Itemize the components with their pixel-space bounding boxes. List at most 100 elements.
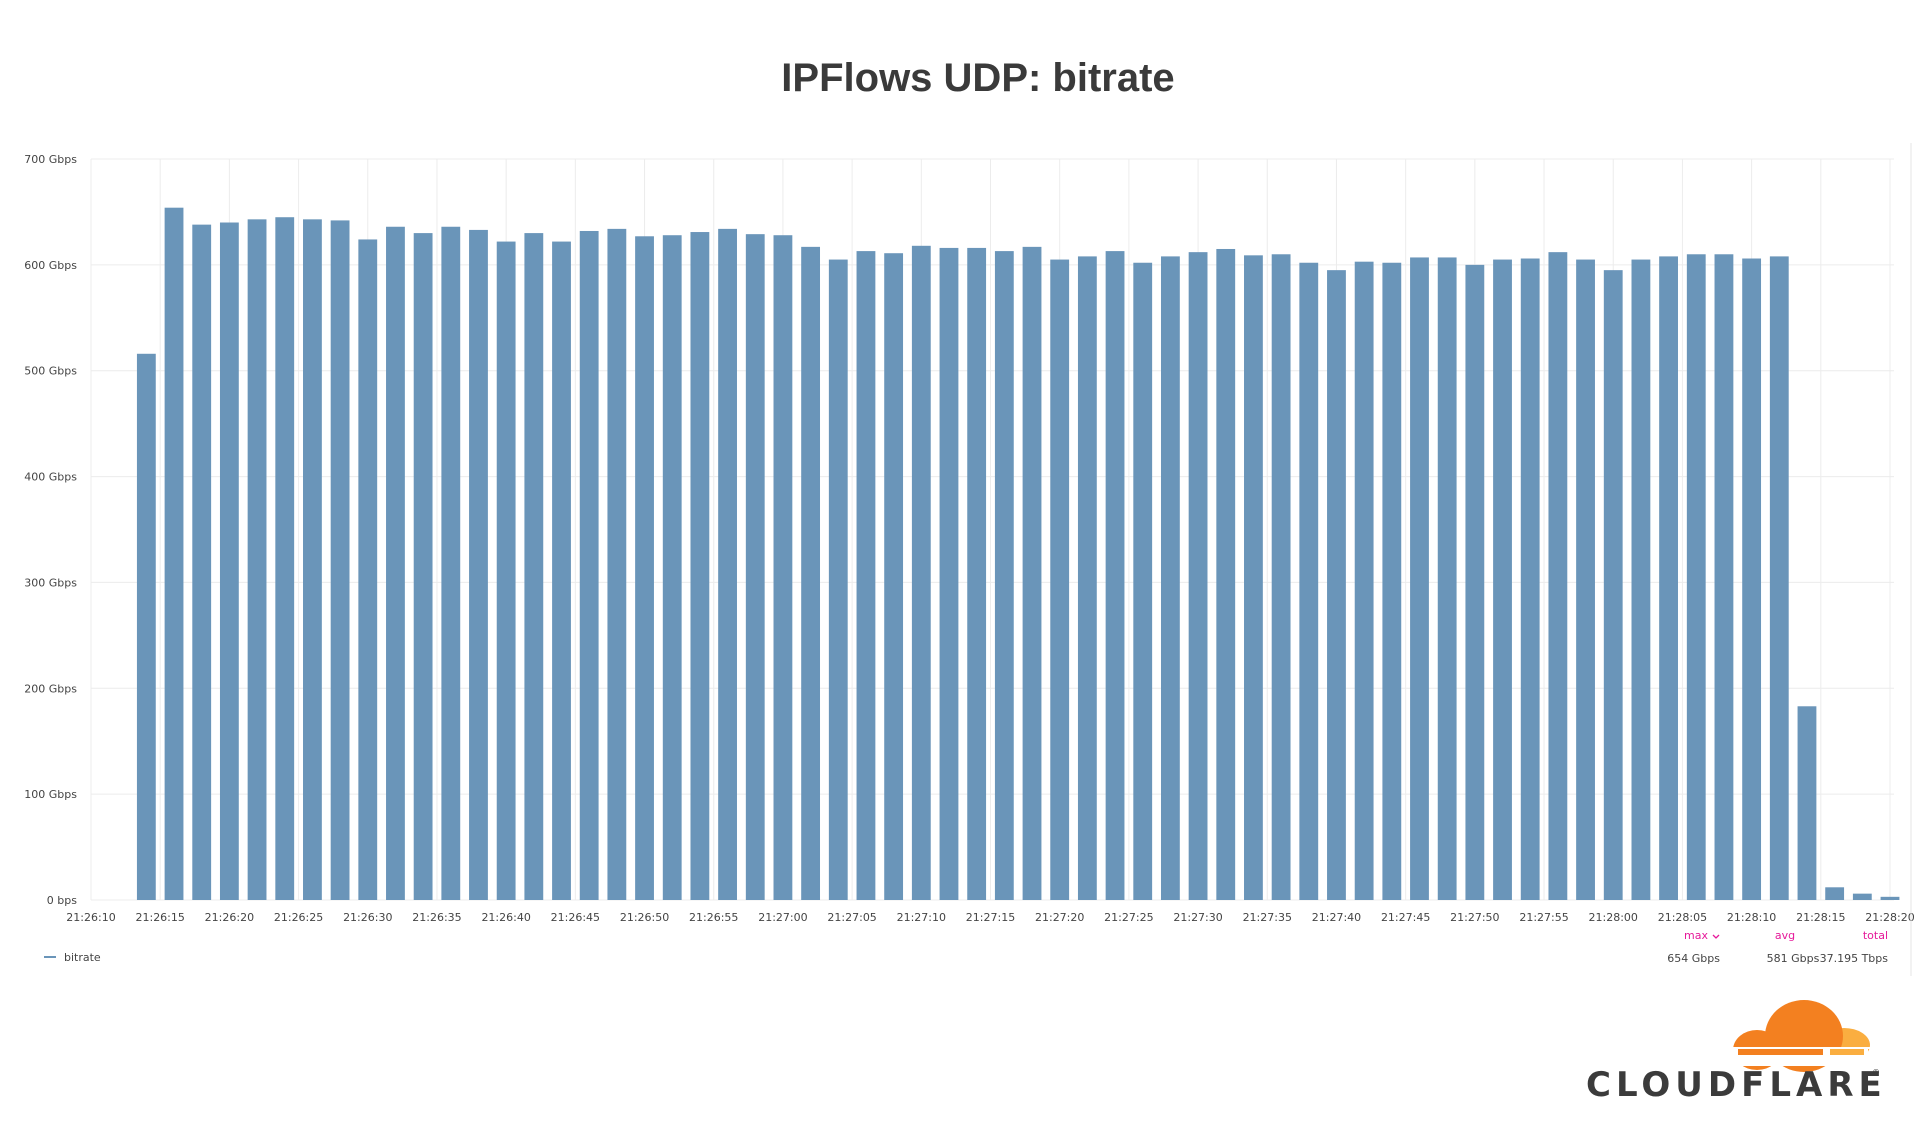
bar[interactable] [1576,259,1595,900]
bar[interactable] [856,251,876,901]
chart-title: IPFlows UDP: bitrate [781,56,1174,100]
x-tick-label: 21:27:10 [897,911,946,924]
x-tick-label: 21:27:25 [1104,911,1153,924]
bar[interactable] [1244,255,1263,900]
x-tick-label: 21:27:45 [1381,911,1430,924]
y-tick-label: 0 bps [47,894,77,907]
x-tick-label: 21:27:40 [1312,911,1361,924]
legend-label-bitrate: bitrate [64,951,101,964]
bar[interactable] [524,233,544,901]
x-tick-label: 21:28:20 [1865,911,1914,924]
bar-series-bitrate [136,207,1900,901]
stat-value-max: 654 Gbps [1667,952,1720,965]
x-tick-label: 21:26:15 [135,911,184,924]
bar[interactable] [1299,262,1319,900]
bar[interactable] [1714,254,1734,900]
bar[interactable] [552,241,571,900]
bar[interactable] [1659,256,1678,900]
x-tick-label: 21:26:45 [551,911,600,924]
y-tick-label: 600 Gbps [24,259,77,272]
bar[interactable] [1160,256,1180,900]
bar[interactable] [136,353,156,900]
bar[interactable] [330,220,350,900]
bar[interactable] [1354,261,1374,900]
bar[interactable] [1493,259,1512,900]
bar[interactable] [884,253,904,900]
bar[interactable] [773,235,793,901]
bar[interactable] [579,230,599,901]
bar[interactable] [303,219,322,901]
bar[interactable] [219,222,239,900]
bar[interactable] [1271,254,1291,900]
y-tick-label: 700 Gbps [24,153,77,166]
x-tick-label: 21:26:10 [66,911,115,924]
chevron-down-icon[interactable] [1712,934,1720,939]
bar[interactable] [1327,270,1346,900]
x-tick-label: 21:28:15 [1796,911,1845,924]
bar[interactable] [413,233,433,901]
stat-header-avg[interactable]: avg [1775,929,1795,942]
bar[interactable] [1382,262,1402,900]
bar[interactable] [994,251,1014,901]
legend[interactable]: bitrate [44,951,101,964]
bar[interactable] [1188,252,1208,900]
bar[interactable] [441,226,461,900]
bar[interactable] [967,247,987,901]
x-tick-label: 21:27:30 [1173,911,1222,924]
bar[interactable] [1437,257,1457,900]
bar[interactable] [1769,256,1789,900]
bar[interactable] [1133,262,1153,900]
registered-mark: ® [1872,1068,1880,1077]
bar[interactable] [607,228,627,900]
bar[interactable] [1077,256,1097,900]
bar[interactable] [690,232,710,901]
bar[interactable] [801,246,821,901]
bar[interactable] [247,219,267,901]
bar[interactable] [1825,887,1845,900]
bar[interactable] [164,207,184,900]
logo-wordmark: CLOUDFLARE [1586,1065,1887,1105]
bar[interactable] [386,226,405,900]
cloudflare-logo: CLOUDFLARE ® [1586,1000,1887,1105]
y-tick-label: 300 Gbps [24,576,77,589]
bar[interactable] [1022,246,1042,901]
bar[interactable] [662,235,682,901]
bar[interactable] [275,217,295,901]
bar[interactable] [745,234,765,900]
bar[interactable] [358,239,378,900]
bar[interactable] [939,247,959,901]
bar[interactable] [1216,248,1236,901]
bar[interactable] [828,259,848,900]
bar[interactable] [1465,264,1485,900]
bar[interactable] [635,236,654,900]
bar[interactable] [1631,259,1651,900]
bar[interactable] [1603,270,1623,900]
bar[interactable] [1742,258,1762,900]
bar[interactable] [718,228,737,900]
x-tick-label: 21:28:05 [1658,911,1707,924]
bar[interactable] [1797,706,1817,900]
bar[interactable] [1852,893,1872,900]
bar[interactable] [1105,251,1125,901]
bar[interactable] [1548,252,1568,900]
x-tick-label: 21:28:10 [1727,911,1776,924]
bar[interactable] [192,224,212,900]
bar[interactable] [496,241,516,900]
cloud-icon [1733,1000,1870,1072]
bar[interactable] [1520,258,1540,900]
stat-header-total[interactable]: total [1863,929,1888,942]
y-tick-label: 500 Gbps [24,365,77,378]
bar[interactable] [469,229,488,901]
x-tick-label: 21:26:30 [343,911,392,924]
stat-value-total: 37.195 Tbps [1820,952,1889,965]
x-tick-label: 21:27:35 [1243,911,1292,924]
x-tick-label: 21:26:55 [689,911,738,924]
bar[interactable] [1880,896,1900,900]
bar[interactable] [1410,257,1429,900]
bar[interactable] [1686,254,1706,900]
bar[interactable] [1050,259,1070,900]
stat-header-max[interactable]: max [1684,929,1708,942]
x-tick-label: 21:27:55 [1519,911,1568,924]
bar[interactable] [911,245,931,901]
x-tick-label: 21:26:40 [481,911,530,924]
